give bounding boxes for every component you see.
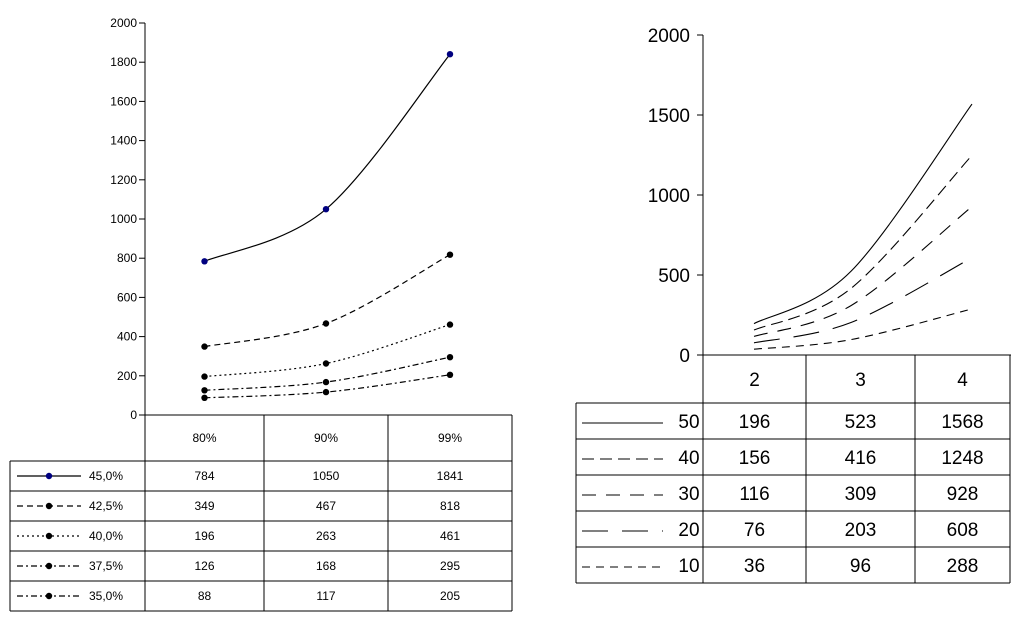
right-series-name: 40 bbox=[678, 448, 699, 469]
left-y-tick-label: 600 bbox=[117, 290, 137, 304]
left-data-label: 88 bbox=[198, 589, 212, 603]
left-y-tick-label: 800 bbox=[117, 251, 137, 265]
left-y-tick-label: 1600 bbox=[110, 94, 137, 108]
right-series-line bbox=[753, 206, 973, 337]
right-data-label: 116 bbox=[739, 484, 769, 505]
left-data-label: 263 bbox=[316, 529, 336, 543]
right-series-name: 50 bbox=[678, 412, 699, 433]
left-series-name: 35,0% bbox=[89, 589, 123, 603]
right-data-label: 416 bbox=[845, 448, 877, 469]
left-data-label: 818 bbox=[440, 499, 460, 513]
left-data-point bbox=[201, 343, 208, 350]
left-y-tick-label: 0 bbox=[130, 408, 137, 422]
right-y-tick-label: 2000 bbox=[648, 26, 690, 47]
left-y-tick-label: 400 bbox=[117, 330, 137, 344]
left-data-label: 205 bbox=[440, 589, 460, 603]
left-series-name: 42,5% bbox=[89, 499, 123, 513]
right-data-label: 1248 bbox=[941, 448, 983, 469]
left-data-label: 349 bbox=[194, 499, 214, 513]
left-series-name: 45,0% bbox=[89, 469, 123, 483]
left-series-line bbox=[204, 53, 451, 262]
left-series-name: 40,0% bbox=[89, 529, 123, 543]
left-y-tick-label: 1200 bbox=[110, 173, 137, 187]
left-data-point bbox=[322, 360, 330, 367]
left-data-label: 126 bbox=[194, 559, 214, 573]
left-data-point bbox=[201, 373, 208, 380]
left-chart: 0 200 400 600 800 1000 1200 1400 1600 1800 2000 80%… bbox=[9, 16, 513, 612]
left-data-label: 295 bbox=[440, 559, 460, 573]
left-legend-marker bbox=[45, 562, 53, 570]
left-data-label: 461 bbox=[440, 529, 460, 543]
right-series-name: 30 bbox=[678, 484, 699, 505]
right-series-name: 10 bbox=[678, 556, 699, 577]
left-data-label: 1841 bbox=[437, 469, 464, 483]
left-data-point bbox=[201, 258, 208, 265]
left-data-label: 196 bbox=[194, 529, 214, 543]
right-data-label: 36 bbox=[744, 556, 765, 577]
left-data-label: 784 bbox=[194, 469, 214, 483]
left-y-tick-label: 200 bbox=[117, 369, 137, 383]
left-data-point bbox=[446, 51, 454, 58]
right-data-label: 96 bbox=[850, 556, 871, 577]
right-category-label: 3 bbox=[855, 370, 866, 391]
left-data-label: 168 bbox=[316, 559, 336, 573]
right-series-line bbox=[753, 257, 973, 344]
left-data-point bbox=[322, 206, 330, 213]
right-data-label: 608 bbox=[947, 520, 979, 541]
right-series-line bbox=[753, 154, 973, 331]
left-y-tick-label: 1000 bbox=[110, 212, 137, 226]
right-data-label: 156 bbox=[739, 448, 771, 469]
left-series-name: 37,5% bbox=[89, 559, 123, 573]
right-data-label: 288 bbox=[947, 556, 979, 577]
left-data-label: 467 bbox=[316, 499, 336, 513]
left-data-point bbox=[201, 387, 208, 394]
right-data-label: 928 bbox=[947, 484, 979, 505]
right-y-tick-label: 1000 bbox=[648, 186, 690, 207]
left-y-tick-label: 2000 bbox=[110, 16, 137, 30]
left-category-label: 80% bbox=[192, 431, 216, 445]
right-category-label: 2 bbox=[749, 370, 760, 391]
right-data-label: 309 bbox=[845, 484, 877, 505]
right-category-label: 4 bbox=[957, 370, 968, 391]
right-data-label: 76 bbox=[744, 520, 765, 541]
left-data-point bbox=[446, 251, 454, 258]
left-data-label: 117 bbox=[316, 589, 335, 603]
right-series-line bbox=[753, 103, 973, 325]
right-y-tick-label: 1500 bbox=[648, 106, 690, 127]
right-data-label: 196 bbox=[739, 412, 771, 433]
right-y-tick-label: 0 bbox=[679, 346, 690, 367]
left-data-point bbox=[322, 320, 330, 327]
right-data-label: 203 bbox=[845, 520, 877, 541]
left-y-tick-label: 1800 bbox=[110, 55, 137, 69]
left-data-point bbox=[322, 378, 330, 386]
left-data-label: 1050 bbox=[313, 469, 340, 483]
right-chart: 0 500 1000 1500 2000 2 3 4 50 196 523 1568 40 156 416 1… bbox=[575, 26, 1011, 584]
right-data-label: 1568 bbox=[941, 412, 983, 433]
left-legend-marker bbox=[45, 502, 53, 510]
left-data-point bbox=[446, 371, 454, 378]
right-y-tick-label: 500 bbox=[658, 266, 690, 287]
left-legend-marker bbox=[45, 592, 53, 600]
left-y-tick-label: 1400 bbox=[110, 134, 137, 148]
left-series-line bbox=[204, 254, 451, 348]
left-category-label: 90% bbox=[314, 431, 338, 445]
right-data-label: 523 bbox=[845, 412, 877, 433]
left-category-label: 99% bbox=[438, 431, 462, 445]
left-series-line bbox=[204, 324, 451, 378]
left-data-point bbox=[446, 354, 454, 361]
left-legend-marker bbox=[45, 472, 53, 480]
left-data-point bbox=[446, 321, 454, 328]
left-data-point bbox=[322, 388, 330, 396]
right-series-name: 20 bbox=[678, 520, 699, 541]
left-legend-marker bbox=[45, 532, 53, 540]
left-data-point bbox=[201, 394, 208, 401]
